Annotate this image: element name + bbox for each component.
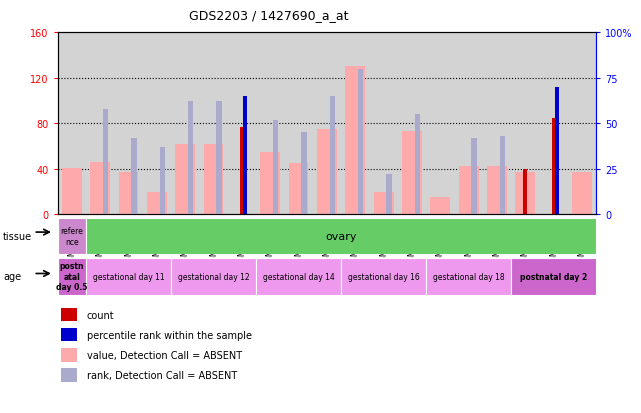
- Text: gestational day 16: gestational day 16: [347, 272, 419, 281]
- Bar: [256, 258, 341, 295]
- Text: GDS2203 / 1427690_a_at: GDS2203 / 1427690_a_at: [190, 9, 349, 21]
- Text: gestational day 14: gestational day 14: [263, 272, 335, 281]
- Bar: [61, 348, 77, 362]
- Text: ovary: ovary: [326, 231, 357, 242]
- Bar: [244, 97, 247, 215]
- Text: postnatal day 2: postnatal day 2: [520, 272, 587, 281]
- Bar: [61, 308, 77, 322]
- Bar: [61, 328, 77, 342]
- Bar: [524, 169, 527, 215]
- Bar: [572, 173, 592, 215]
- Bar: [426, 258, 511, 295]
- Bar: [58, 258, 86, 295]
- Bar: [175, 145, 195, 215]
- Text: value, Detection Call = ABSENT: value, Detection Call = ABSENT: [87, 350, 242, 360]
- Bar: [511, 258, 596, 295]
- Bar: [552, 118, 556, 215]
- Bar: [487, 167, 507, 215]
- Bar: [90, 163, 110, 215]
- Bar: [62, 168, 82, 215]
- Bar: [103, 109, 108, 215]
- Bar: [273, 120, 278, 215]
- Bar: [500, 137, 505, 215]
- Bar: [240, 127, 244, 215]
- Text: gestational day 12: gestational day 12: [178, 272, 249, 281]
- Bar: [358, 69, 363, 215]
- Bar: [160, 147, 165, 215]
- Bar: [119, 173, 138, 215]
- Text: rank, Detection Call = ABSENT: rank, Detection Call = ABSENT: [87, 370, 237, 380]
- Bar: [301, 133, 307, 215]
- Bar: [216, 102, 222, 215]
- Bar: [260, 152, 280, 215]
- Text: tissue: tissue: [3, 231, 32, 241]
- Bar: [204, 145, 224, 215]
- Bar: [345, 67, 365, 215]
- Text: age: age: [3, 272, 21, 282]
- Bar: [131, 138, 137, 215]
- Bar: [387, 175, 392, 215]
- Bar: [86, 258, 171, 295]
- Text: gestational day 18: gestational day 18: [433, 272, 504, 281]
- Bar: [288, 164, 308, 215]
- Text: count: count: [87, 310, 114, 320]
- Bar: [341, 258, 426, 295]
- Bar: [459, 167, 479, 215]
- Text: gestational day 11: gestational day 11: [93, 272, 164, 281]
- Bar: [555, 88, 559, 215]
- Text: postn
atal
day 0.5: postn atal day 0.5: [56, 262, 88, 292]
- Text: refere
nce: refere nce: [60, 227, 83, 246]
- Text: percentile rank within the sample: percentile rank within the sample: [87, 330, 251, 340]
- Bar: [61, 368, 77, 382]
- Bar: [415, 115, 420, 215]
- Bar: [317, 130, 337, 215]
- Bar: [329, 97, 335, 215]
- Bar: [515, 173, 535, 215]
- Bar: [430, 198, 450, 215]
- Bar: [188, 102, 194, 215]
- Bar: [374, 192, 394, 215]
- Bar: [147, 192, 167, 215]
- Bar: [171, 258, 256, 295]
- Bar: [471, 138, 477, 215]
- Bar: [402, 132, 422, 215]
- Bar: [58, 219, 86, 254]
